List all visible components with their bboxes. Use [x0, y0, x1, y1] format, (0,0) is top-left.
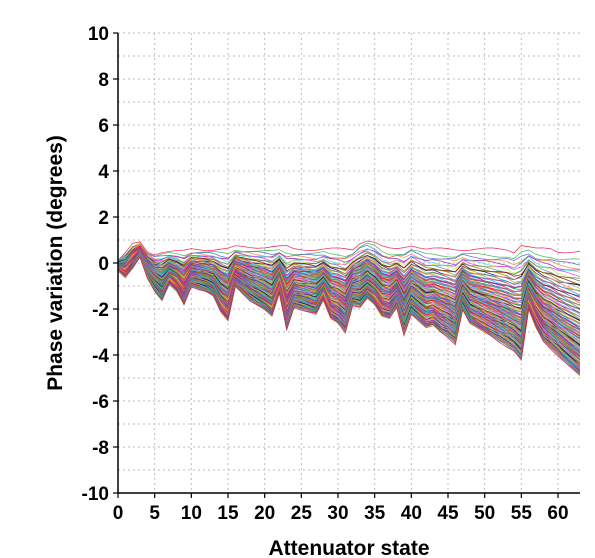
x-tick-label: 55 — [511, 503, 533, 524]
x-tick-label: 5 — [149, 503, 160, 524]
x-tick-label: 10 — [181, 503, 202, 524]
x-tick-label: 40 — [401, 503, 422, 524]
y-tick-label: -6 — [92, 392, 109, 413]
series-line — [118, 243, 580, 279]
series-line — [118, 247, 580, 318]
y-tick-label: 8 — [98, 70, 109, 91]
x-tick-label: 60 — [547, 503, 568, 524]
series-line — [118, 249, 580, 340]
y-tick-label: 4 — [98, 162, 109, 183]
series-line — [118, 244, 580, 286]
x-tick-label: 25 — [291, 503, 313, 524]
x-tick-label: 30 — [327, 503, 348, 524]
series-line — [118, 252, 580, 363]
series-line — [118, 246, 580, 310]
series-line — [118, 250, 580, 346]
x-tick-label: 0 — [113, 503, 124, 524]
x-tick-label: 15 — [217, 503, 239, 524]
y-tick-labels: 10 8 6 4 2 0 -2 -4 -6 -8 -10 — [82, 24, 110, 505]
series-line — [118, 246, 580, 302]
series-line — [118, 247, 580, 322]
x-tick-labels: 0 5 10 15 20 25 30 35 40 45 50 55 60 — [113, 503, 569, 524]
y-tick-label: -10 — [82, 484, 109, 505]
x-tick-label: 20 — [254, 503, 275, 524]
series-line — [118, 247, 580, 314]
series-line — [118, 248, 580, 332]
series-line — [118, 240, 580, 261]
series-line — [118, 245, 580, 297]
series-line — [118, 249, 580, 337]
series-line — [118, 254, 580, 376]
series-line — [118, 243, 580, 277]
series-line — [118, 253, 580, 373]
axes — [113, 32, 580, 498]
y-tick-label: -4 — [92, 346, 109, 367]
series-line — [118, 256, 580, 375]
series-line — [118, 248, 580, 328]
y-axis-title: Phase variation (degrees) — [44, 135, 67, 391]
y-tick-label: -2 — [92, 300, 109, 321]
y-tick-label: 6 — [98, 116, 109, 137]
y-tick-label: -8 — [92, 438, 109, 459]
x-axis-title: Attenuator state — [268, 537, 429, 558]
series-lines — [118, 240, 580, 377]
series-line — [118, 251, 580, 356]
y-tick-label: 10 — [88, 24, 109, 45]
x-tick-label: 45 — [437, 503, 459, 524]
series-line — [118, 250, 580, 349]
x-tick-label: 35 — [364, 503, 386, 524]
series-line — [118, 244, 580, 292]
y-tick-label: 0 — [98, 254, 109, 275]
x-tick-label: 50 — [474, 503, 495, 524]
series-line — [118, 242, 580, 270]
series-line — [118, 246, 580, 306]
y-tick-label: 2 — [98, 208, 109, 229]
